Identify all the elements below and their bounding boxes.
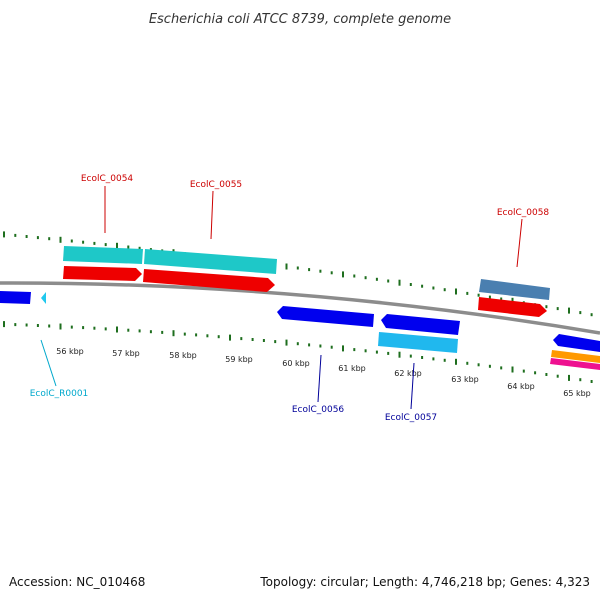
scale-label: 62 kbp [394,369,422,378]
feature-track [0,246,600,370]
gene-feature-0057-dark [381,314,460,335]
gene-feature-0058-red [478,297,547,317]
scale-label: 64 kbp [507,382,535,391]
gene-feature-0058-steel [479,279,550,300]
scale-label: 65 kbp [563,389,591,398]
accession-label: Accession: NC_010468 [9,575,146,589]
label-leaders [40,186,523,410]
inner-tick-ring [3,321,593,383]
scale-label: 61 kbp [338,364,366,373]
scale-label: 63 kbp [451,375,479,384]
gene-feature-0055-red [143,269,275,292]
leader-line-0058 [516,218,523,268]
leader-line-0055 [210,190,214,240]
topology-summary: Topology: circular; Length: 4,746,218 bp… [260,575,590,589]
leader-line-R0001 [40,339,57,387]
gene-feature-0054-red [63,266,142,281]
genome-backbone [0,281,600,335]
gene-label-0054: EcolC_0054 [81,174,134,184]
gene-label-0058: EcolC_0058 [497,208,550,218]
gene-feature-0056 [277,306,374,327]
gene-label-0057: EcolC_0057 [385,413,437,423]
gene-feature-right-orange [551,350,600,363]
scale-label: 60 kbp [282,359,310,368]
map-title: Escherichia coli ATCC 8739, complete gen… [149,12,451,27]
rna-feature-R0001 [41,292,46,304]
gene-feature-right-dark [553,334,600,352]
gene-feature-0055-cyan [144,249,277,274]
scale-label: 57 kbp [112,349,140,358]
gene-feature-0054-cyan [63,246,143,264]
gene-label-0056: EcolC_0056 [292,405,345,415]
leader-line-0057 [410,362,415,410]
scale-labels: 56 kbp 57 kbp 58 kbp 59 kbp 60 kbp 61 kb… [56,347,591,398]
gene-feature-right-magenta [550,358,600,370]
gene-feature-left-partial [0,291,31,304]
scale-label: 58 kbp [169,351,197,360]
scale-label: 56 kbp [56,347,84,356]
gene-feature-0057-light [378,332,458,353]
leader-line-0056 [317,354,322,403]
gene-label-R0001: EcolC_R0001 [30,389,89,399]
gene-label-0055: EcolC_0055 [190,180,242,190]
gene-labels: EcolC_0054 EcolC_0055 EcolC_0058 EcolC_R… [30,174,550,423]
scale-label: 59 kbp [225,355,253,364]
